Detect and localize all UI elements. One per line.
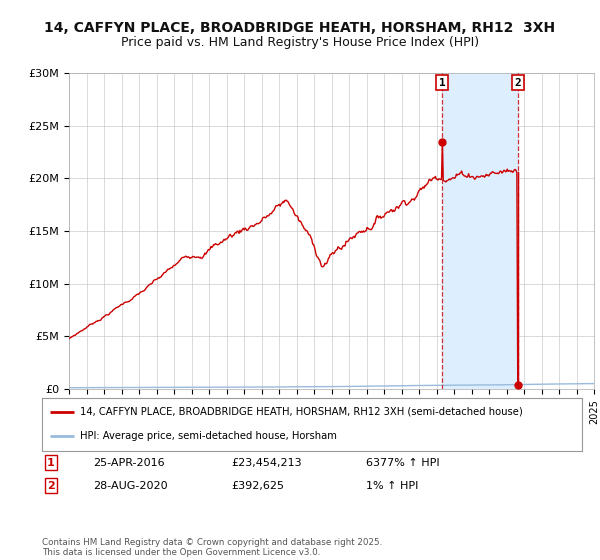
- Text: 25-APR-2016: 25-APR-2016: [93, 458, 164, 468]
- Text: 14, CAFFYN PLACE, BROADBRIDGE HEATH, HORSHAM, RH12  3XH: 14, CAFFYN PLACE, BROADBRIDGE HEATH, HOR…: [44, 21, 556, 35]
- Text: HPI: Average price, semi-detached house, Horsham: HPI: Average price, semi-detached house,…: [80, 431, 337, 441]
- Text: 14, CAFFYN PLACE, BROADBRIDGE HEATH, HORSHAM, RH12 3XH (semi-detached house): 14, CAFFYN PLACE, BROADBRIDGE HEATH, HOR…: [80, 407, 523, 417]
- Text: 2: 2: [515, 77, 521, 87]
- Text: 1: 1: [439, 77, 445, 87]
- Text: £392,625: £392,625: [231, 480, 284, 491]
- Bar: [442, 73, 518, 389]
- Text: 28-AUG-2020: 28-AUG-2020: [93, 480, 167, 491]
- Text: 1: 1: [47, 458, 55, 468]
- Text: £23,454,213: £23,454,213: [231, 458, 302, 468]
- Text: 2: 2: [47, 480, 55, 491]
- Text: Contains HM Land Registry data © Crown copyright and database right 2025.
This d: Contains HM Land Registry data © Crown c…: [42, 538, 382, 557]
- Text: Price paid vs. HM Land Registry's House Price Index (HPI): Price paid vs. HM Land Registry's House …: [121, 36, 479, 49]
- Text: 1% ↑ HPI: 1% ↑ HPI: [366, 480, 418, 491]
- Text: 6377% ↑ HPI: 6377% ↑ HPI: [366, 458, 440, 468]
